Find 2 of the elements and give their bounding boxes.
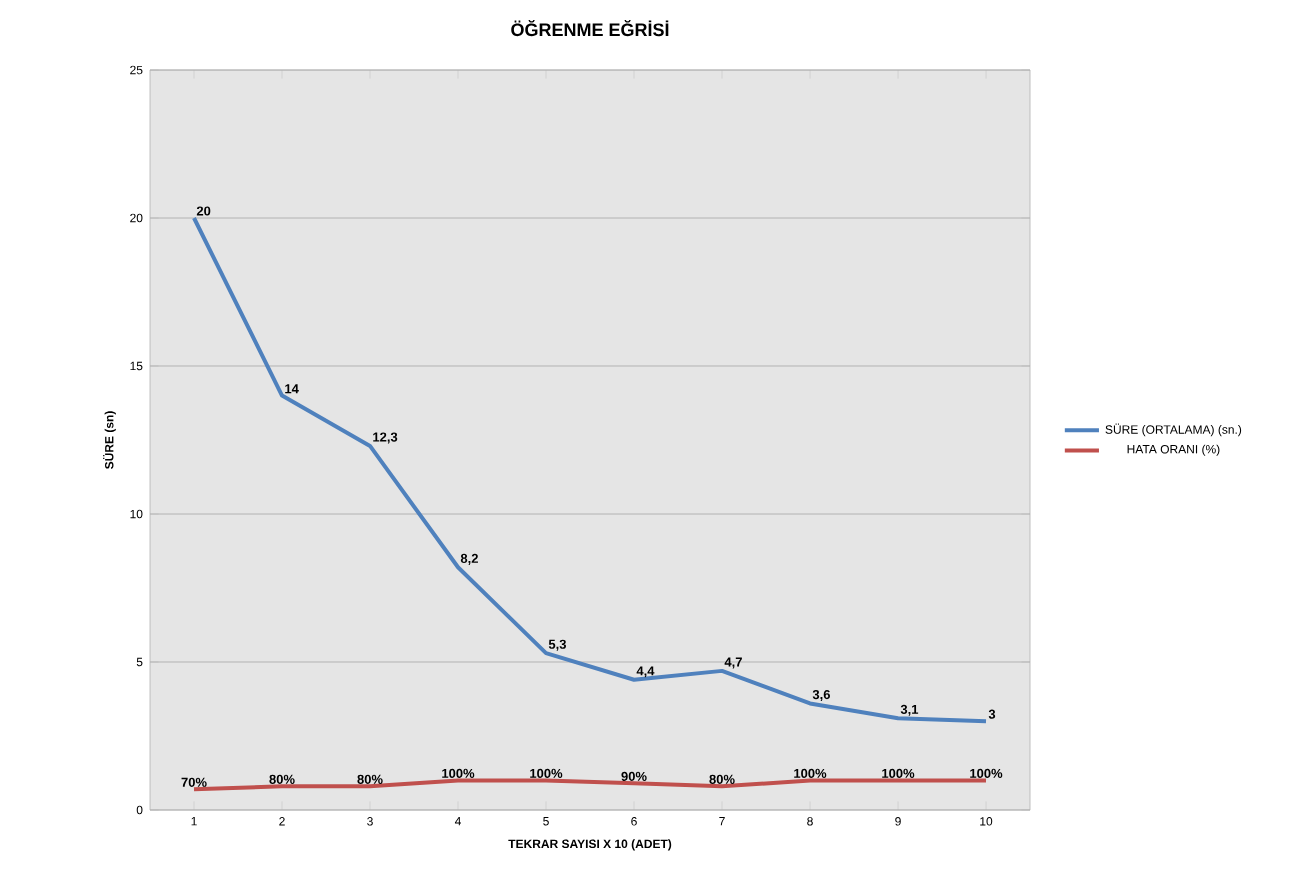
- chart-title: ÖĞRENME EĞRİSİ: [511, 20, 669, 37]
- line-series: [192, 216, 989, 724]
